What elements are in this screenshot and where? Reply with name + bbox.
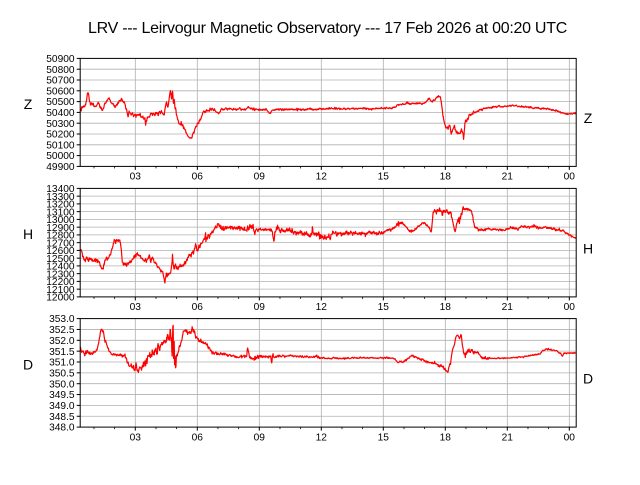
- svg-text:00: 00: [564, 302, 576, 313]
- svg-text:12800: 12800: [46, 231, 75, 242]
- svg-text:350.5: 350.5: [49, 368, 75, 379]
- svg-text:348.5: 348.5: [49, 412, 75, 423]
- svg-text:50800: 50800: [46, 65, 75, 76]
- svg-text:12300: 12300: [46, 269, 75, 280]
- svg-text:352.5: 352.5: [49, 325, 75, 336]
- svg-text:15: 15: [378, 302, 390, 313]
- svg-text:350.0: 350.0: [49, 379, 75, 390]
- svg-text:13100: 13100: [46, 207, 75, 218]
- svg-text:LRV --- Leirvogur Magnetic Obs: LRV --- Leirvogur Magnetic Observatory -…: [88, 20, 567, 37]
- svg-text:06: 06: [192, 302, 204, 313]
- svg-text:50200: 50200: [46, 130, 75, 141]
- svg-text:21: 21: [502, 432, 514, 443]
- svg-text:09: 09: [254, 172, 266, 183]
- svg-text:50300: 50300: [46, 119, 75, 130]
- svg-text:12600: 12600: [46, 246, 75, 257]
- svg-text:50900: 50900: [46, 54, 75, 65]
- svg-text:00: 00: [564, 172, 576, 183]
- svg-text:50000: 50000: [46, 151, 75, 162]
- svg-text:06: 06: [192, 172, 204, 183]
- svg-text:353.0: 353.0: [49, 314, 75, 325]
- svg-text:00: 00: [564, 432, 576, 443]
- svg-text:50100: 50100: [46, 140, 75, 151]
- svg-text:18: 18: [440, 172, 452, 183]
- svg-text:06: 06: [192, 432, 204, 443]
- svg-text:H: H: [23, 226, 33, 242]
- svg-text:15: 15: [378, 432, 390, 443]
- svg-text:Z: Z: [24, 96, 33, 112]
- svg-text:21: 21: [502, 172, 514, 183]
- svg-text:12700: 12700: [46, 238, 75, 249]
- svg-text:03: 03: [130, 432, 142, 443]
- svg-text:50700: 50700: [46, 76, 75, 87]
- svg-text:Z: Z: [584, 110, 593, 126]
- svg-text:13300: 13300: [46, 192, 75, 203]
- svg-text:12: 12: [316, 432, 328, 443]
- svg-text:351.5: 351.5: [49, 347, 75, 358]
- svg-text:352.0: 352.0: [49, 336, 75, 347]
- svg-text:349.0: 349.0: [49, 401, 75, 412]
- svg-text:50500: 50500: [46, 97, 75, 108]
- svg-text:D: D: [23, 356, 33, 372]
- svg-text:12: 12: [316, 172, 328, 183]
- svg-text:03: 03: [130, 172, 142, 183]
- svg-text:12400: 12400: [46, 262, 75, 273]
- svg-text:13200: 13200: [46, 200, 75, 211]
- svg-text:12100: 12100: [46, 285, 75, 296]
- svg-text:12200: 12200: [46, 277, 75, 288]
- svg-text:09: 09: [254, 432, 266, 443]
- svg-text:15: 15: [378, 172, 390, 183]
- svg-text:349.5: 349.5: [49, 390, 75, 401]
- svg-text:351.0: 351.0: [49, 358, 75, 369]
- svg-text:03: 03: [130, 302, 142, 313]
- svg-text:18: 18: [440, 432, 452, 443]
- svg-text:18: 18: [440, 302, 452, 313]
- svg-text:348.0: 348.0: [49, 423, 75, 434]
- svg-text:12900: 12900: [46, 223, 75, 234]
- svg-text:50600: 50600: [46, 86, 75, 97]
- svg-text:12500: 12500: [46, 254, 75, 265]
- svg-text:09: 09: [254, 302, 266, 313]
- svg-text:13000: 13000: [46, 215, 75, 226]
- svg-text:50400: 50400: [46, 108, 75, 119]
- svg-text:H: H: [583, 240, 593, 256]
- svg-text:12000: 12000: [46, 293, 75, 304]
- svg-text:D: D: [583, 371, 593, 387]
- svg-text:21: 21: [502, 302, 514, 313]
- svg-text:12: 12: [316, 302, 328, 313]
- svg-text:49900: 49900: [46, 162, 75, 173]
- svg-text:13400: 13400: [46, 184, 75, 195]
